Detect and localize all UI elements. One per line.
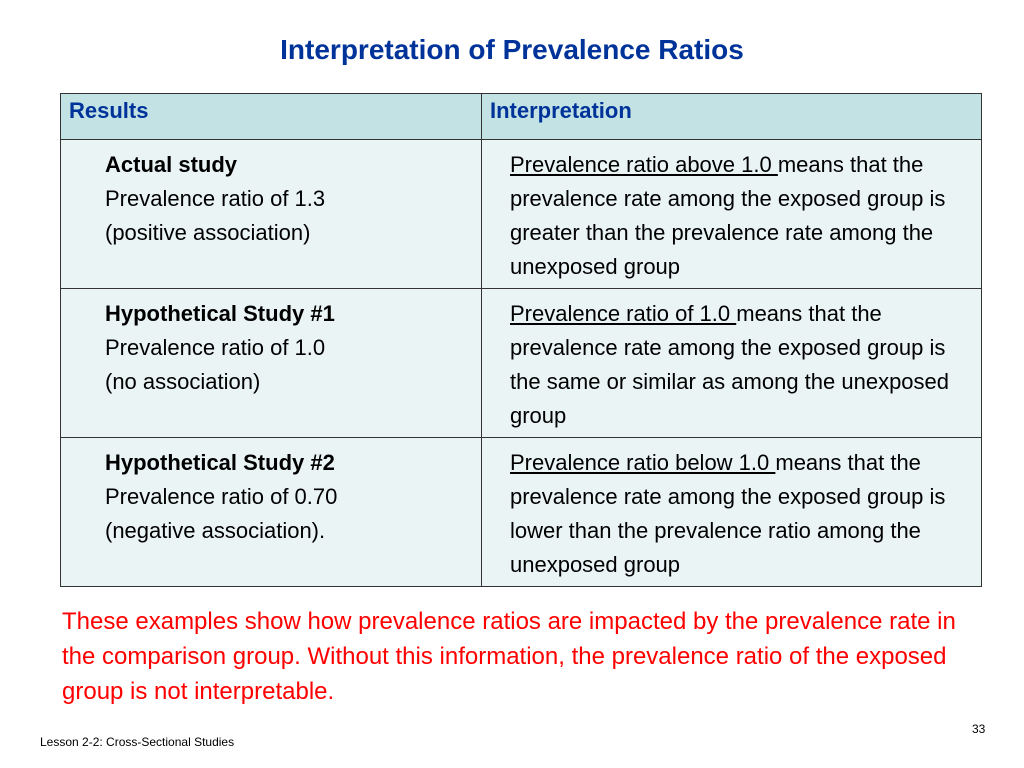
results-cell: Hypothetical Study #1 Prevalence ratio o… [60,288,482,438]
interpretation-lead: Prevalence ratio above 1.0 [510,152,778,177]
interpretation-cell: Prevalence ratio below 1.0 means that th… [481,437,982,587]
study-name: Hypothetical Study #1 [105,301,335,326]
association-type: (positive association) [105,220,311,245]
table-row: Hypothetical Study #2 Prevalence ratio o… [60,437,982,587]
results-table: Results Interpretation Actual study Prev… [60,93,982,587]
interpretation-text: means that the prevalence rate among the… [510,152,946,279]
interpretation-cell: Prevalence ratio of 1.0 means that the p… [481,288,982,438]
study-name: Hypothetical Study #2 [105,450,335,475]
table-row: Hypothetical Study #1 Prevalence ratio o… [60,288,982,438]
slide-title: Interpretation of Prevalence Ratios [280,34,744,65]
study-name: Actual study [105,152,238,177]
interpretation-text: means that the prevalence rate among the… [510,301,950,428]
page-number: 33 [972,722,986,736]
results-cell: Hypothetical Study #2 Prevalence ratio o… [60,437,482,587]
association-type: (negative association). [105,518,326,543]
header-interpretation: Interpretation [481,93,982,140]
interpretation-text: means that the prevalence rate among the… [510,450,946,577]
ratio-value: Prevalence ratio of 1.3 [105,186,326,211]
ratio-value: Prevalence ratio of 0.70 [105,484,338,509]
table-row: Actual study Prevalence ratio of 1.3 (po… [60,139,982,289]
interpretation-cell: Prevalence ratio above 1.0 means that th… [481,139,982,289]
header-results: Results [60,93,482,140]
note-text: These examples show how prevalence ratio… [62,608,956,705]
association-type: (no association) [105,369,261,394]
interpretation-lead: Prevalence ratio below 1.0 [510,450,776,475]
table-header-row: Results Interpretation [60,93,982,140]
ratio-value: Prevalence ratio of 1.0 [105,335,326,360]
footer-lesson-label: Lesson 2-2: Cross-Sectional Studies [40,735,235,749]
results-cell: Actual study Prevalence ratio of 1.3 (po… [60,139,482,289]
interpretation-lead: Prevalence ratio of 1.0 [510,301,737,326]
